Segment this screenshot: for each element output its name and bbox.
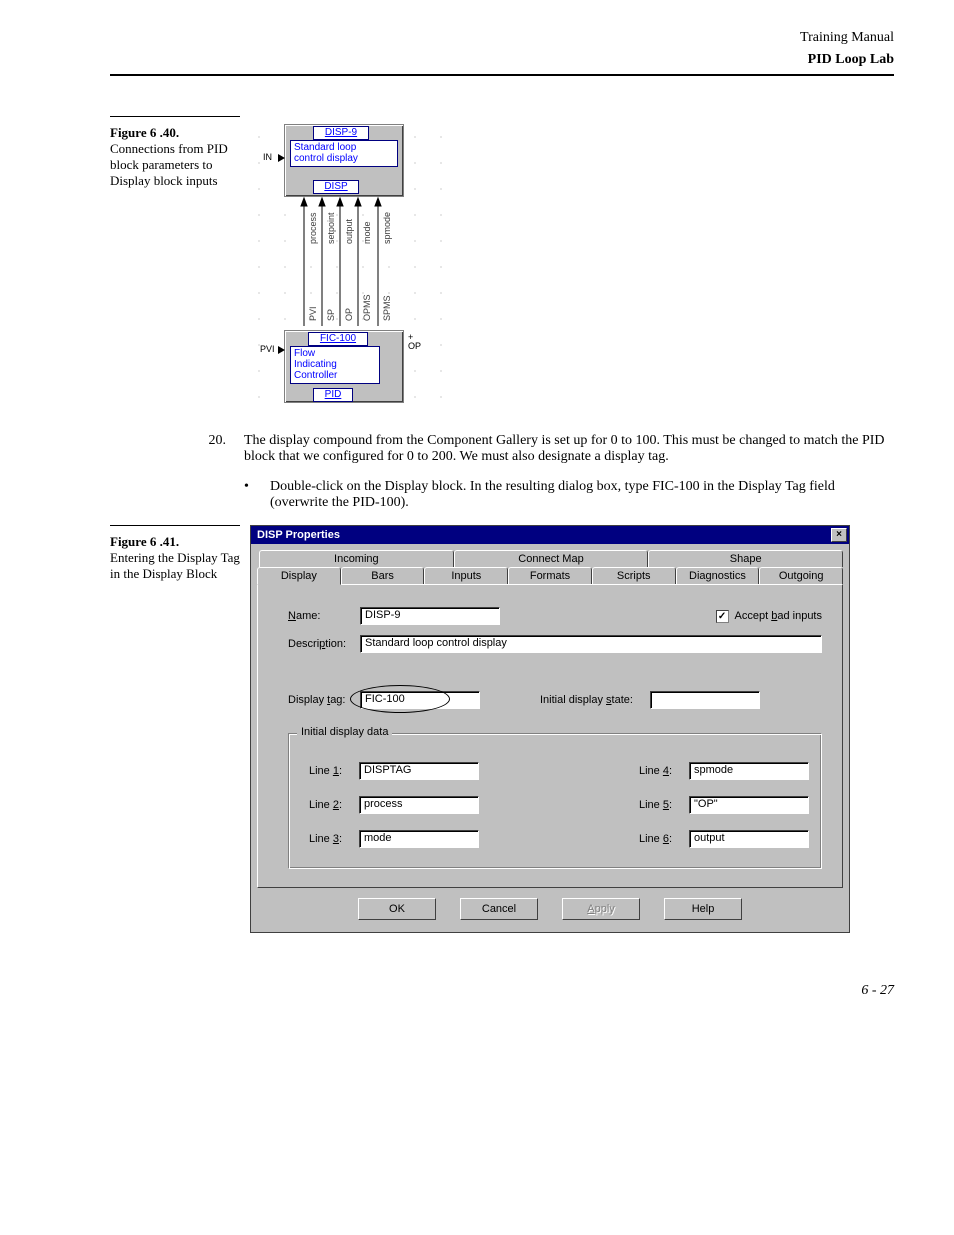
tab-scripts[interactable]: Scripts bbox=[592, 567, 676, 584]
tab-connect-map[interactable]: Connect Map bbox=[454, 550, 649, 567]
step-20-num: 20. bbox=[200, 433, 226, 465]
line6-input[interactable]: output bbox=[689, 830, 809, 848]
header-line1: Training Manual bbox=[110, 30, 894, 46]
name-input[interactable]: DISP-9 bbox=[360, 607, 500, 625]
fig40-title: Figure 6 .40. bbox=[110, 125, 240, 141]
line2-label: Line 2: bbox=[309, 799, 359, 811]
block-diagram: DISP-9 Standard loop control display DIS… bbox=[258, 116, 458, 411]
dialog-button-row: OK Cancel Apply Help bbox=[251, 888, 849, 932]
op-port-plus: + bbox=[408, 332, 413, 342]
fig40-desc: Connections from PID block parameters to… bbox=[110, 141, 240, 189]
fieldset-legend: Initial display data bbox=[297, 726, 392, 738]
tab-inputs[interactable]: Inputs bbox=[424, 567, 508, 584]
p-op: OP bbox=[344, 308, 354, 321]
line1-input[interactable]: DISPTAG bbox=[359, 762, 479, 780]
figure-6-40-row: Figure 6 .40. Connections from PID block… bbox=[110, 116, 894, 411]
line5-label: Line 5: bbox=[639, 799, 689, 811]
p-spms: SPMS bbox=[382, 295, 392, 321]
pid-desc-l1: Flow bbox=[294, 348, 376, 359]
figure-6-41-row: Figure 6 .41. Entering the Display Tag i… bbox=[110, 525, 894, 933]
apply-button[interactable]: Apply bbox=[562, 898, 640, 920]
line4-label: Line 4: bbox=[639, 765, 689, 777]
help-button[interactable]: Help bbox=[664, 898, 742, 920]
close-button[interactable]: × bbox=[831, 528, 847, 542]
desc-label: Description: bbox=[288, 638, 360, 650]
row-disptag: Display tag: FIC-100 Initial display sta… bbox=[288, 691, 822, 709]
disptag-input[interactable]: FIC-100 bbox=[360, 691, 480, 709]
op-port-label: OP bbox=[408, 341, 421, 351]
desc-input[interactable]: Standard loop control display bbox=[360, 635, 822, 653]
row-name: Name: DISP-9 ✓ Accept bad inputs bbox=[288, 607, 822, 625]
bullet-1: • Double-click on the Display block. In … bbox=[244, 479, 894, 511]
document-page: Training Manual PID Loop Lab Figure 6 .4… bbox=[0, 0, 954, 1029]
line4-input[interactable]: spmode bbox=[689, 762, 809, 780]
bullet-1-dot: • bbox=[244, 479, 256, 511]
fig41-title: Figure 6 .41. bbox=[110, 534, 240, 550]
tabs-front-row: Display Bars Inputs Formats Scripts Diag… bbox=[257, 567, 843, 584]
step-20: 20. The display compound from the Compon… bbox=[200, 433, 894, 465]
body-text: 20. The display compound from the Compon… bbox=[200, 433, 894, 511]
line5-input[interactable]: "OP" bbox=[689, 796, 809, 814]
tab-panel-display: Name: DISP-9 ✓ Accept bad inputs Descrip… bbox=[257, 584, 843, 888]
line3-label: Line 3: bbox=[309, 833, 359, 845]
bullet-1-text: Double-click on the Display block. In th… bbox=[270, 479, 894, 511]
step-20-text: The display compound from the Component … bbox=[244, 433, 894, 465]
line3-input[interactable]: mode bbox=[359, 830, 479, 848]
p-pvi: PVI bbox=[308, 306, 318, 321]
tab-incoming[interactable]: Incoming bbox=[259, 550, 454, 567]
initstate-input[interactable] bbox=[650, 691, 760, 709]
tab-formats[interactable]: Formats bbox=[508, 567, 592, 584]
dialog-titlebar: DISP Properties × bbox=[251, 526, 849, 544]
tab-bars[interactable]: Bars bbox=[341, 567, 425, 584]
p-opms: OPMS bbox=[362, 294, 372, 321]
dialog-title: DISP Properties bbox=[257, 529, 340, 541]
fig41-desc: Entering the Display Tag in the Display … bbox=[110, 550, 240, 582]
accept-bad-label: Accept bad inputs bbox=[735, 610, 822, 622]
tab-area: Incoming Connect Map Shape Display Bars … bbox=[251, 544, 849, 888]
tab-outgoing[interactable]: Outgoing bbox=[759, 567, 843, 584]
tab-diagnostics[interactable]: Diagnostics bbox=[676, 567, 760, 584]
pid-tag: FIC-100 bbox=[308, 332, 368, 346]
pid-desc: Flow Indicating Controller bbox=[290, 346, 380, 384]
initial-display-data-fieldset: Initial display data Line 1: DISPTAG Lin… bbox=[288, 733, 822, 869]
pvi-port-label: PVI bbox=[260, 344, 275, 354]
row-desc: Description: Standard loop control displ… bbox=[288, 635, 822, 653]
header-rule bbox=[110, 74, 894, 76]
p-sp: SP bbox=[326, 309, 336, 321]
figure-6-40-caption: Figure 6 .40. Connections from PID block… bbox=[110, 116, 240, 189]
disptag-label: Display tag: bbox=[288, 694, 360, 706]
pid-desc-l3: Controller bbox=[294, 370, 376, 381]
cancel-button[interactable]: Cancel bbox=[460, 898, 538, 920]
tabs-back-row: Incoming Connect Map Shape bbox=[257, 550, 843, 567]
ok-button[interactable]: OK bbox=[358, 898, 436, 920]
pvi-port-arrow bbox=[278, 346, 285, 354]
line6-label: Line 6: bbox=[639, 833, 689, 845]
figure-6-41-caption: Figure 6 .41. Entering the Display Tag i… bbox=[110, 525, 240, 582]
lines-grid: Line 1: DISPTAG Line 4: spmode Line 2: p… bbox=[309, 762, 801, 848]
pid-desc-l2: Indicating bbox=[294, 359, 376, 370]
page-number: 6 - 27 bbox=[110, 983, 894, 999]
accept-bad-wrap[interactable]: ✓ Accept bad inputs bbox=[716, 610, 822, 623]
line2-input[interactable]: process bbox=[359, 796, 479, 814]
line1-label: Line 1: bbox=[309, 765, 359, 777]
tab-display[interactable]: Display bbox=[257, 567, 341, 585]
disp-properties-dialog: DISP Properties × Incoming Connect Map S… bbox=[250, 525, 850, 933]
tab-shape[interactable]: Shape bbox=[648, 550, 843, 567]
initstate-label: Initial display state: bbox=[540, 694, 650, 706]
header-line2: PID Loop Lab bbox=[110, 52, 894, 68]
pid-type: PID bbox=[313, 388, 353, 402]
accept-bad-checkbox[interactable]: ✓ bbox=[716, 610, 729, 623]
name-label: Name: bbox=[288, 610, 360, 622]
